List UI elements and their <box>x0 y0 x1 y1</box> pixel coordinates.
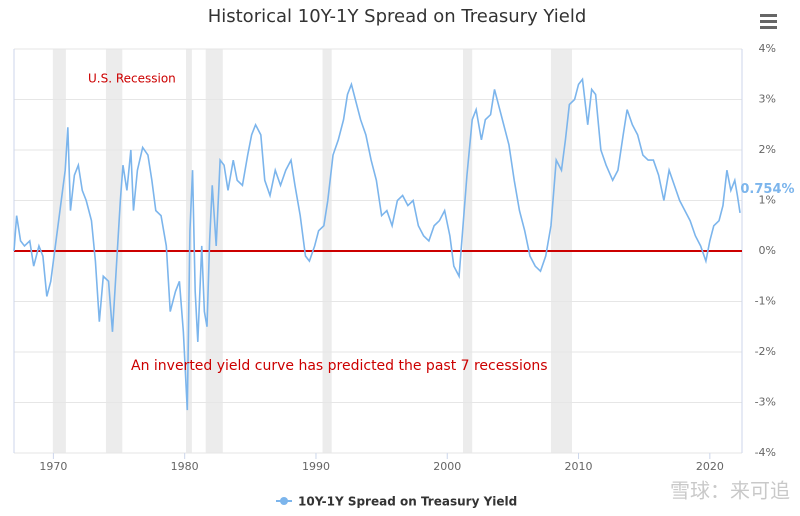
menu-bar[interactable] <box>760 20 777 23</box>
legend-symbol <box>280 497 288 505</box>
y-tick-label: -1% <box>755 295 776 308</box>
y-tick-label: 4% <box>759 42 776 55</box>
annotation: An inverted yield curve has predicted th… <box>131 358 548 374</box>
menu-bar[interactable] <box>760 26 777 29</box>
menu-bar[interactable] <box>760 14 777 17</box>
x-tick-label: 2010 <box>565 460 593 473</box>
menu-icon[interactable] <box>760 14 777 29</box>
value-label: 0.754% <box>740 182 794 197</box>
x-tick-label: 1990 <box>302 460 330 473</box>
y-tick-label: 3% <box>759 93 776 106</box>
x-tick-label: 2000 <box>433 460 461 473</box>
y-tick-label: 2% <box>759 143 776 156</box>
y-tick-label: 1% <box>759 194 776 207</box>
x-tick-label: 1970 <box>39 460 67 473</box>
y-tick-label: -3% <box>755 396 776 409</box>
annotation: U.S. Recession <box>88 72 176 86</box>
chart-title: Historical 10Y-1Y Spread on Treasury Yie… <box>208 6 587 27</box>
watermark: 雪球：来可追 <box>670 479 790 503</box>
y-tick-label: -4% <box>755 446 776 459</box>
y-tick-label: 0% <box>759 244 776 257</box>
y-tick-label: -2% <box>755 345 776 358</box>
x-tick-label: 2020 <box>696 460 724 473</box>
series-line <box>13 77 741 411</box>
legend-label: 10Y-1Y Spread on Treasury Yield <box>298 495 517 509</box>
x-tick-label: 1980 <box>171 460 199 473</box>
